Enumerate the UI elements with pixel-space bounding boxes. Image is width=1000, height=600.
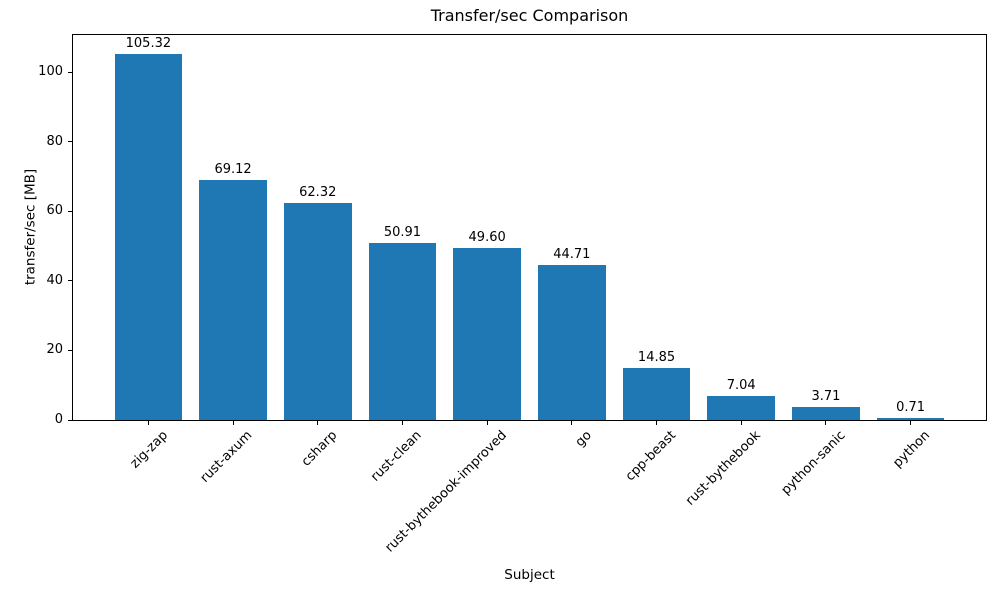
- y-axis-label: transfer/sec [MB]: [22, 168, 39, 286]
- bar-python: [876, 417, 945, 420]
- x-axis-label: Subject: [504, 567, 555, 583]
- bar-rust-bythebook: [707, 395, 776, 420]
- y-tick-label: 60: [46, 203, 63, 219]
- plot-area: 105.32 69.12 62.32 50.91 49.60 44.71 14.85 7.04…: [72, 34, 987, 421]
- bar-value-label: 44.71: [553, 246, 591, 262]
- x-tick-label-rust-bythebook: rust-bythebook: [683, 428, 764, 509]
- x-tick-label-rust-axum: rust-axum: [197, 428, 256, 486]
- bar-value-label: 14.85: [637, 350, 676, 366]
- x-tick-mark: [656, 421, 658, 425]
- x-tick-label-cpp-beast: cpp-beast: [622, 428, 680, 485]
- y-tick-mark: [68, 210, 72, 212]
- chart-title: Transfer/sec Comparison: [430, 6, 629, 25]
- bar-value-label: 50.91: [383, 224, 422, 240]
- y-tick-label: 40: [46, 272, 63, 288]
- x-tick-mark: [571, 421, 573, 425]
- bar-go: [537, 264, 606, 420]
- x-tick-mark: [232, 421, 234, 425]
- y-tick-mark: [68, 141, 72, 143]
- bar-value-label: 62.32: [299, 185, 337, 201]
- bar-cpp-beast: [622, 368, 691, 420]
- x-tick-mark: [486, 421, 488, 425]
- x-tick-mark: [401, 421, 403, 425]
- bar-value-label: 0.71: [896, 399, 926, 415]
- bar-rust-clean: [368, 242, 437, 420]
- bar-zig-zap: [114, 53, 183, 420]
- y-tick-label: 20: [46, 342, 63, 358]
- bar-python-sanic: [792, 407, 860, 420]
- bar-value-label: 49.60: [468, 229, 506, 245]
- bar-value-label: 7.04: [726, 377, 756, 393]
- x-tick-label-csharp: csharp: [298, 428, 341, 470]
- y-tick-label: 80: [46, 133, 63, 149]
- y-tick-label: 100: [38, 64, 63, 80]
- x-tick-label-rust-clean: rust-clean: [368, 428, 426, 485]
- bar-value-label: 105.32: [125, 35, 172, 51]
- bar-value-label: 3.71: [811, 389, 841, 405]
- x-tick-label-python-sanic: python-sanic: [778, 428, 849, 498]
- bar-rust-bythebook-improved: [453, 247, 522, 420]
- x-tick-label-zig-zap: zig-zap: [127, 428, 171, 472]
- x-tick-label-go: go: [572, 428, 595, 451]
- x-tick-mark: [317, 421, 319, 425]
- y-tick-label: 0: [54, 412, 63, 427]
- x-tick-mark: [147, 421, 149, 425]
- y-tick-mark: [68, 419, 72, 421]
- bar-rust-axum: [199, 179, 267, 420]
- x-tick-label-python: python: [890, 428, 934, 471]
- bar-csharp: [283, 203, 352, 420]
- y-tick-mark: [68, 71, 72, 73]
- x-tick-mark: [910, 421, 912, 425]
- x-tick-mark: [740, 421, 742, 425]
- x-tick-mark: [825, 421, 827, 425]
- y-tick-mark: [68, 349, 72, 351]
- y-tick-mark: [68, 280, 72, 282]
- bar-value-label: 69.12: [214, 161, 252, 177]
